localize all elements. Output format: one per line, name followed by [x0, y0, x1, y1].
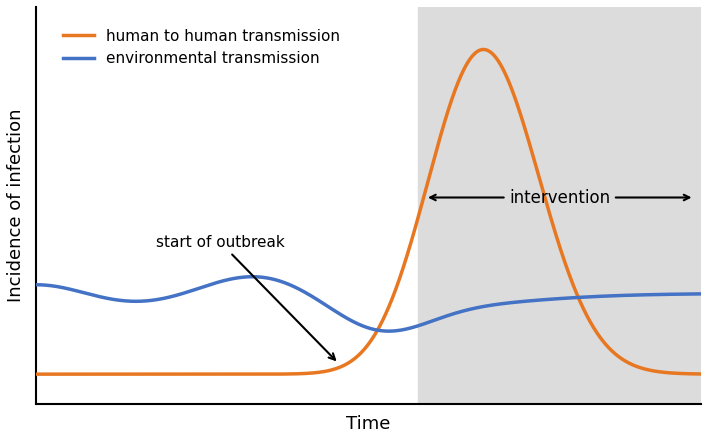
human to human transmission	[678, 371, 686, 376]
Y-axis label: Incidence of infection: Incidence of infection	[7, 109, 25, 302]
Text: intervention: intervention	[509, 188, 610, 206]
Text: start of outbreak: start of outbreak	[156, 235, 335, 360]
human to human transmission	[66, 371, 74, 377]
Bar	[418, 7, 701, 404]
Line: environmental transmission: environmental transmission	[36, 277, 701, 331]
environmental transmission	[678, 291, 687, 297]
X-axis label: Time: Time	[346, 415, 391, 433]
environmental transmission	[384, 329, 393, 334]
human to human transmission	[556, 245, 564, 250]
Line: human to human transmission: human to human transmission	[36, 49, 701, 374]
environmental transmission	[66, 286, 74, 292]
human to human transmission	[355, 352, 364, 357]
human to human transmission	[479, 47, 488, 52]
environmental transmission	[678, 291, 686, 297]
human to human transmission	[697, 371, 705, 377]
human to human transmission	[678, 371, 686, 376]
environmental transmission	[355, 322, 364, 327]
human to human transmission	[32, 371, 40, 377]
Legend: human to human transmission, environmental transmission: human to human transmission, environment…	[57, 22, 346, 73]
environmental transmission	[556, 296, 564, 301]
environmental transmission	[32, 282, 40, 287]
human to human transmission	[338, 364, 346, 369]
environmental transmission	[338, 313, 346, 318]
environmental transmission	[697, 291, 705, 297]
environmental transmission	[248, 274, 256, 279]
